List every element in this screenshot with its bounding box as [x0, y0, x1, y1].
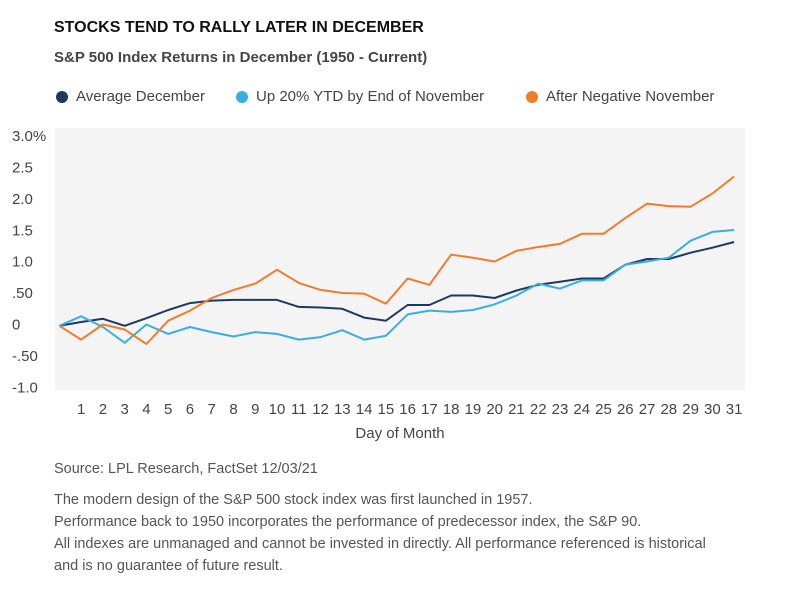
y-tick-label: 1.0 — [12, 254, 33, 271]
x-tick-label: 30 — [704, 401, 721, 418]
legend-marker — [526, 91, 538, 103]
x-tick-label: 9 — [251, 401, 259, 418]
series-line — [58, 175, 735, 345]
legend-label: Average December — [76, 88, 205, 105]
x-tick-label: 2 — [99, 401, 107, 418]
x-tick-label: 13 — [334, 401, 351, 418]
note: Performance back to 1950 incorporates th… — [54, 514, 641, 530]
x-tick-label: 29 — [682, 401, 699, 418]
y-tick-label: 2.5 — [12, 159, 33, 176]
x-tick-label: 26 — [617, 401, 634, 418]
x-tick-label: 7 — [208, 401, 216, 418]
x-tick-label: 12 — [312, 401, 329, 418]
x-tick-label: 17 — [421, 401, 438, 418]
x-tick-label: 4 — [142, 401, 150, 418]
x-tick-label: 5 — [164, 401, 172, 418]
chart-subtitle: S&P 500 Index Returns in December (1950 … — [54, 49, 427, 66]
x-tick-label: 16 — [399, 401, 416, 418]
x-tick-label: 22 — [530, 401, 547, 418]
legend-marker — [236, 91, 248, 103]
x-tick-label: 21 — [508, 401, 525, 418]
x-tick-label: 14 — [356, 401, 373, 418]
x-tick-label: 11 — [291, 401, 307, 418]
chart-title: STOCKS TEND TO RALLY LATER IN DECEMBER — [54, 19, 424, 36]
x-tick-label: 6 — [186, 401, 194, 418]
y-tick-label: 3.0% — [12, 128, 46, 145]
note: and is no guarantee of future result. — [54, 558, 283, 574]
y-tick-label: 0 — [12, 317, 20, 334]
x-tick-label: 24 — [573, 401, 590, 418]
source: Source: LPL Research, FactSet 12/03/21 — [54, 461, 318, 477]
x-tick-label: 19 — [465, 401, 482, 418]
x-tick-label: 1 — [77, 401, 85, 418]
legend-marker — [56, 91, 68, 103]
x-tick-label: 25 — [595, 401, 612, 418]
y-tick-label: -.50 — [12, 348, 38, 365]
x-tick-label: 31 — [726, 401, 743, 418]
x-tick-label: 23 — [552, 401, 569, 418]
y-tick-label: 1.5 — [12, 222, 33, 239]
x-tick-label: 3 — [120, 401, 128, 418]
note: The modern design of the S&P 500 stock i… — [54, 492, 533, 508]
y-tick-label: .50 — [12, 285, 33, 302]
x-tick-label: 18 — [443, 401, 460, 418]
x-tick-label: 28 — [660, 401, 677, 418]
x-tick-label: 20 — [486, 401, 503, 418]
x-tick-label: 15 — [378, 401, 395, 418]
x-tick-label: 27 — [639, 401, 656, 418]
x-axis-label: Day of Month — [355, 425, 444, 442]
x-tick-label: 8 — [229, 401, 237, 418]
x-tick-label: 10 — [269, 401, 286, 418]
y-tick-label: 2.0 — [12, 191, 33, 208]
series-line — [58, 229, 735, 344]
note: All indexes are unmanaged and cannot be … — [54, 536, 706, 552]
legend-label: After Negative November — [546, 88, 714, 105]
y-tick-label: -1.0 — [12, 380, 38, 397]
legend-label: Up 20% YTD by End of November — [256, 88, 484, 105]
plot-area — [55, 128, 745, 390]
